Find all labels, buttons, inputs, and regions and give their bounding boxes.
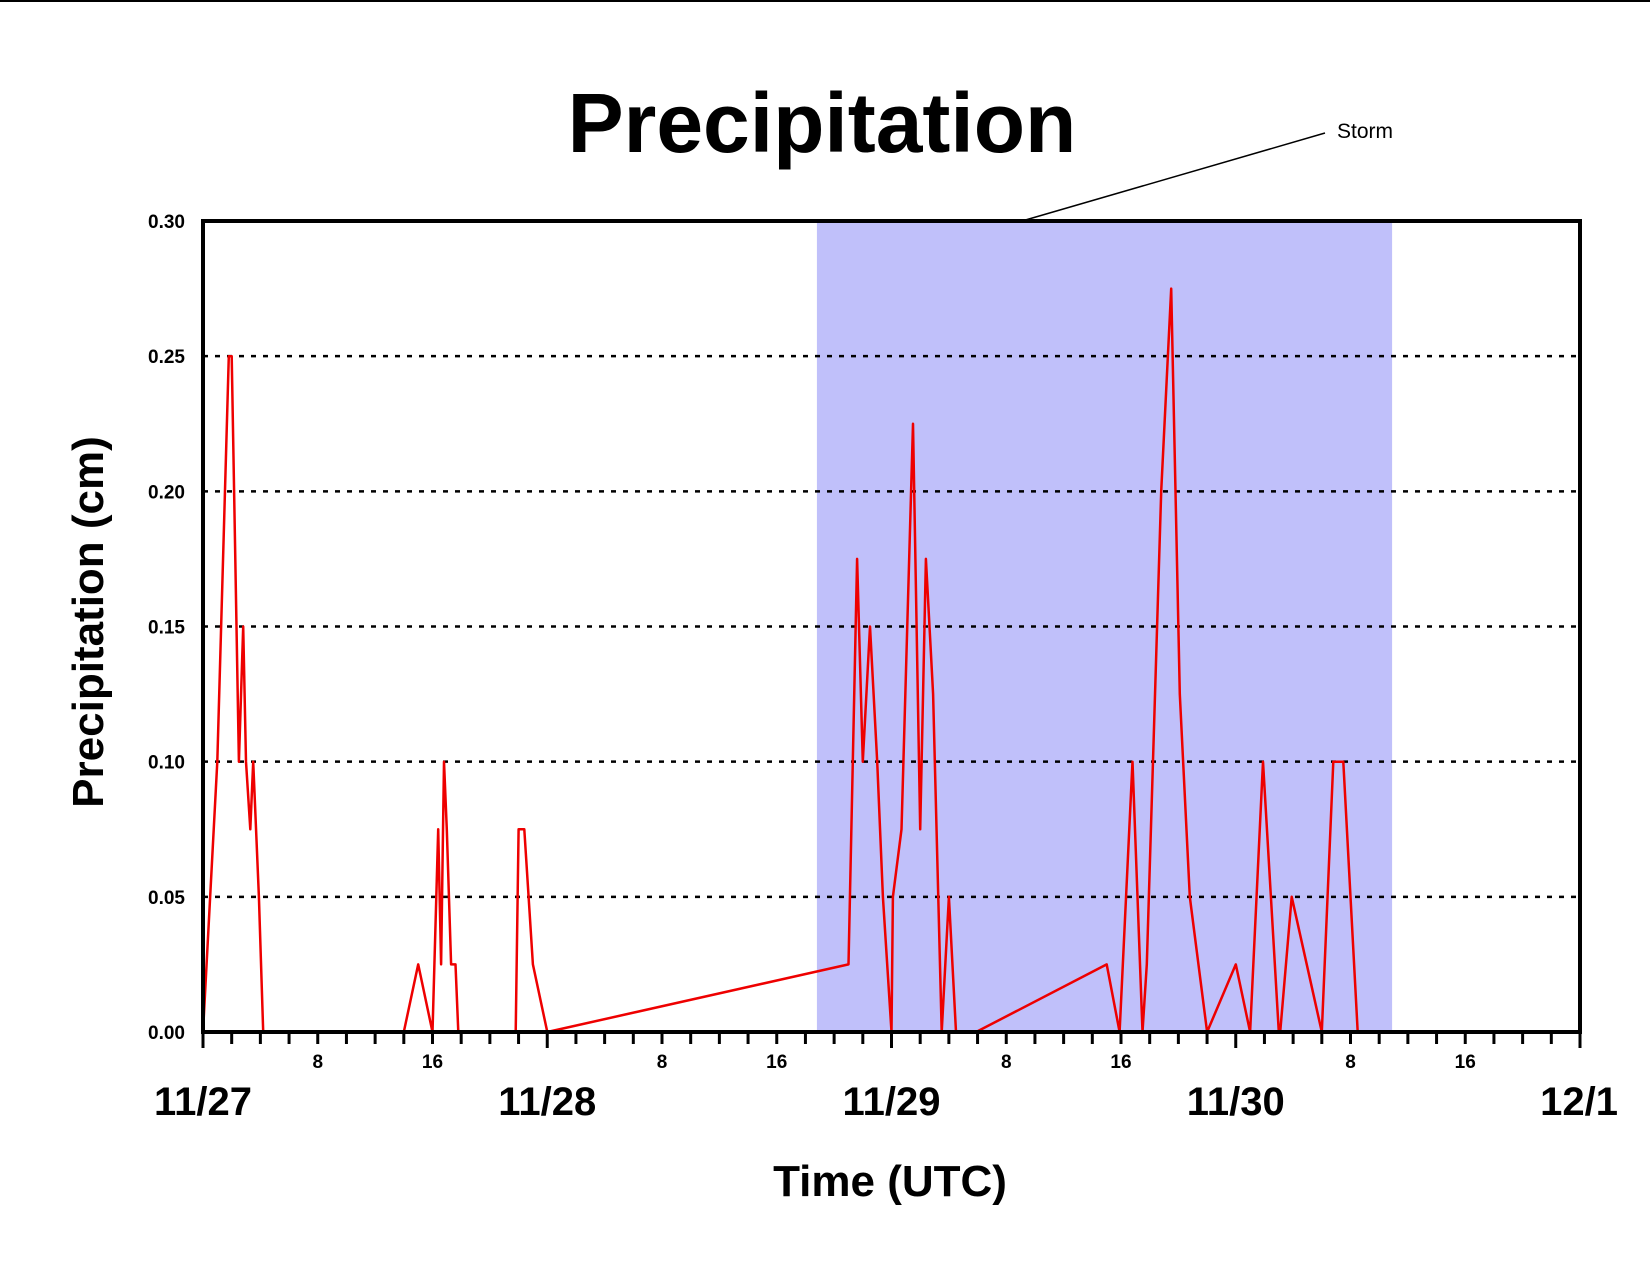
chart-title: Precipitation [568,76,1077,170]
y-tick-label: 0.05 [148,888,185,909]
x-hour-label: 8 [312,1052,323,1073]
x-day-label: 11/28 [498,1080,596,1124]
x-hour-label: 8 [1345,1052,1356,1073]
y-tick-label: 0.15 [148,618,185,639]
axis-ticks [201,1032,1582,1048]
x-day-label: 11/30 [1187,1080,1285,1124]
x-hour-label: 16 [422,1052,443,1073]
storm-region-group: Storm [816,120,1393,1032]
x-hour-label: 16 [766,1052,787,1073]
x-day-label: 11/27 [154,1080,252,1124]
x-axis-title: Time (UTC) [773,1157,1007,1206]
y-tick-label: 0.00 [148,1023,185,1044]
x-day-label: 12/1 [1540,1080,1618,1124]
storm-annotation-label: Storm [1337,120,1393,143]
y-tick-label: 0.20 [148,482,185,503]
y-tick-label: 0.10 [148,753,185,774]
x-day-labels: 11/27 11/28 11/29 11/30 12/1 [154,1080,1618,1124]
x-hour-label: 16 [1455,1052,1476,1073]
x-hour-labels: 8 16 8 16 8 16 8 16 [312,1052,1475,1073]
y-axis-title: Precipitation (cm) [64,436,113,808]
gridlines [203,354,1580,899]
x-hour-label: 8 [1001,1052,1012,1073]
y-tick-label: 0.25 [148,347,185,368]
y-tick-labels: 0.00 0.05 0.10 0.15 0.20 0.25 0.30 [148,212,185,1044]
x-hour-label: 8 [657,1052,668,1073]
x-day-label: 11/29 [843,1080,941,1124]
storm-annotation-leader [1021,132,1326,222]
y-tick-label: 0.30 [148,212,185,233]
x-hour-label: 16 [1110,1052,1131,1073]
plot-frame [201,219,1582,1034]
